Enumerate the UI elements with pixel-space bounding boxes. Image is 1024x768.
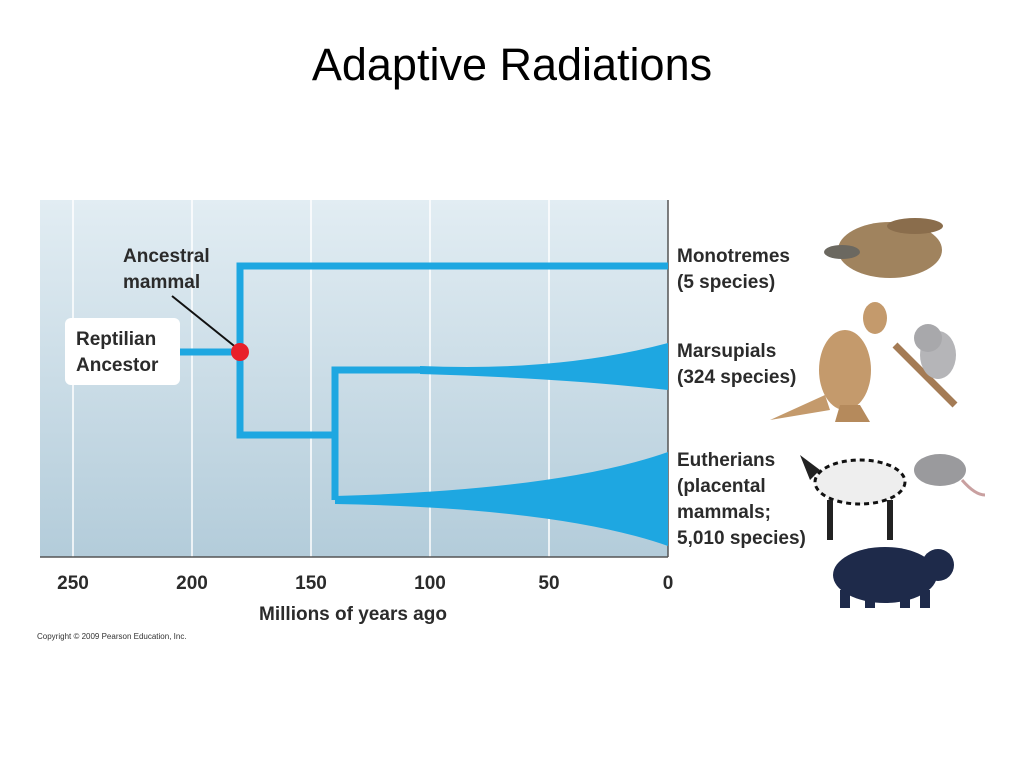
tick-label: 150 xyxy=(295,573,327,594)
therian-branches xyxy=(331,366,420,500)
animal-illustrations xyxy=(770,218,986,608)
koala-illustration xyxy=(892,324,958,408)
bear-illustration xyxy=(833,547,954,608)
platypus-illustration xyxy=(824,218,943,278)
tick-label: 0 xyxy=(663,573,674,594)
label-line: Ancestor xyxy=(76,355,159,376)
tick-label: 100 xyxy=(414,573,446,594)
label-line: Monotremes xyxy=(677,246,790,267)
label-line: (324 species) xyxy=(677,367,796,388)
group-label: Monotremes (5 species) xyxy=(677,246,790,293)
label-line: (5 species) xyxy=(677,272,775,293)
label-line: Marsupials xyxy=(677,341,776,362)
tick-label: 200 xyxy=(176,573,208,594)
group-label: Marsupials (324 species) xyxy=(677,341,796,388)
zebra-illustration xyxy=(800,455,907,540)
group-labels: Monotremes (5 species) Marsupials (324 spec… xyxy=(677,246,806,549)
label-line: Reptilian xyxy=(76,329,156,350)
tick-label: 50 xyxy=(538,573,559,594)
grid xyxy=(72,200,550,557)
ancestral-node xyxy=(231,343,249,361)
label-line: mammal xyxy=(123,272,200,293)
marsupial-radiation xyxy=(420,343,668,390)
eutherian-radiation xyxy=(335,452,668,546)
tick-label: 250 xyxy=(57,573,89,594)
shrew-illustration xyxy=(914,454,986,497)
copyright: Copyright © 2009 Pearson Education, Inc. xyxy=(37,632,187,641)
kangaroo-illustration xyxy=(770,302,887,422)
label-line: 5,010 species) xyxy=(677,528,806,549)
label-line: Ancestral xyxy=(123,246,210,267)
reptilian-ancestor-label: Reptilian Ancestor xyxy=(76,329,162,376)
group-label: Eutherians (placental mammals; 5,010 specie… xyxy=(677,450,806,549)
slide-title: Adaptive Radiations xyxy=(312,39,712,90)
label-line: mammals; xyxy=(677,502,771,523)
label-line: Eutherians xyxy=(677,450,775,471)
pointer-line xyxy=(171,295,239,350)
axis-title: Millions of years ago xyxy=(259,604,447,625)
reptilian-box xyxy=(65,318,180,385)
label-line: (placental xyxy=(677,476,766,497)
time-axis-labels: 250 200 150 100 50 0 xyxy=(57,573,673,594)
ancestral-mammal-label: Ancestral mammal xyxy=(123,246,215,293)
